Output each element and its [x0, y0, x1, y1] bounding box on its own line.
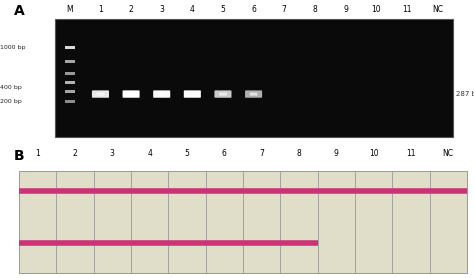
- Text: 400 bp: 400 bp: [0, 85, 22, 90]
- Text: 287 bp: 287 bp: [456, 91, 474, 97]
- Text: 9: 9: [334, 149, 339, 158]
- Text: 2: 2: [73, 149, 77, 158]
- Text: 3: 3: [159, 5, 164, 14]
- Text: 4: 4: [147, 149, 152, 158]
- FancyBboxPatch shape: [128, 93, 135, 96]
- Bar: [65, 90, 75, 93]
- Text: 1000 bp: 1000 bp: [0, 45, 26, 50]
- FancyBboxPatch shape: [158, 93, 165, 96]
- Bar: [19, 171, 467, 273]
- Text: 6: 6: [222, 149, 227, 158]
- FancyBboxPatch shape: [153, 90, 170, 98]
- Text: 8: 8: [297, 149, 301, 158]
- Text: 7: 7: [259, 149, 264, 158]
- Text: 11: 11: [402, 5, 411, 14]
- Text: 200 bp: 200 bp: [0, 99, 22, 104]
- Text: 11: 11: [406, 149, 416, 158]
- Text: 10: 10: [371, 5, 381, 14]
- FancyBboxPatch shape: [184, 90, 201, 98]
- Text: NC: NC: [432, 5, 443, 14]
- Bar: [65, 81, 75, 84]
- FancyBboxPatch shape: [219, 93, 227, 96]
- FancyBboxPatch shape: [214, 90, 231, 98]
- FancyBboxPatch shape: [245, 90, 262, 98]
- Text: 5: 5: [220, 5, 226, 14]
- Text: NC: NC: [443, 149, 454, 158]
- Text: A: A: [14, 4, 25, 18]
- FancyBboxPatch shape: [97, 93, 104, 96]
- Text: M: M: [66, 5, 73, 14]
- Bar: [65, 100, 75, 103]
- FancyBboxPatch shape: [92, 90, 109, 98]
- Text: 5: 5: [184, 149, 190, 158]
- Text: 4: 4: [190, 5, 195, 14]
- Text: B: B: [14, 148, 25, 163]
- Text: 7: 7: [282, 5, 287, 14]
- Text: 2: 2: [129, 5, 134, 14]
- FancyBboxPatch shape: [189, 93, 196, 96]
- Bar: [65, 60, 75, 63]
- Bar: [55, 19, 453, 137]
- Text: 9: 9: [343, 5, 348, 14]
- Bar: [65, 72, 75, 75]
- FancyBboxPatch shape: [250, 93, 257, 96]
- Text: 1: 1: [98, 5, 103, 14]
- Bar: [65, 46, 75, 49]
- Text: 1: 1: [35, 149, 40, 158]
- Text: 10: 10: [369, 149, 378, 158]
- Text: 6: 6: [251, 5, 256, 14]
- FancyBboxPatch shape: [123, 90, 140, 98]
- Text: 3: 3: [110, 149, 115, 158]
- Text: 8: 8: [312, 5, 317, 14]
